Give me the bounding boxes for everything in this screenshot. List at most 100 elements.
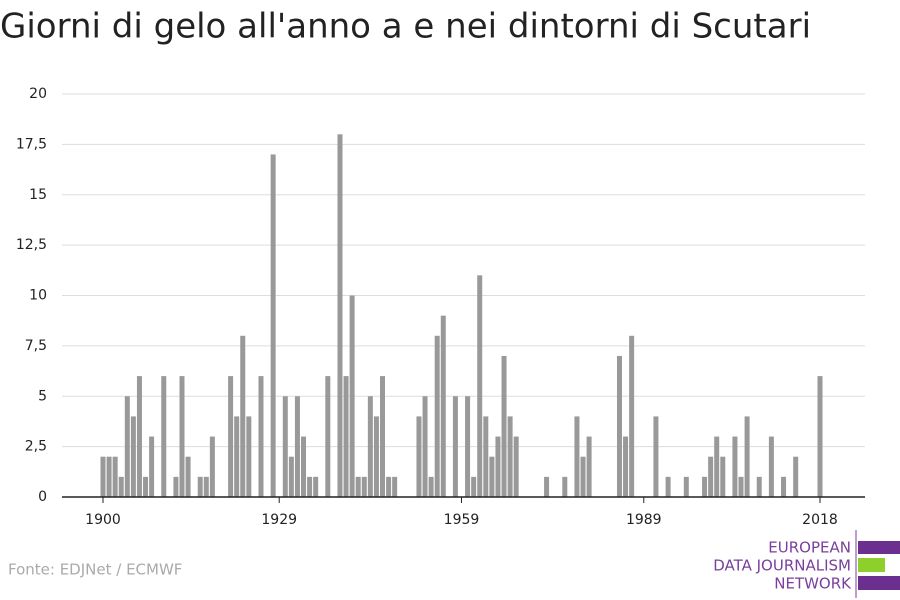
x-tick-label: 1989 — [626, 512, 662, 528]
bar — [428, 476, 434, 497]
bar — [136, 376, 142, 497]
source: Fonte: EDJNet / ECMWF — [8, 561, 182, 579]
bar — [118, 476, 124, 497]
bar — [234, 416, 240, 497]
bar — [337, 134, 343, 498]
y-tick-label: 2,5 — [25, 439, 47, 455]
bar — [179, 376, 185, 497]
x-tick-label: 1929 — [261, 512, 297, 528]
bar — [373, 416, 379, 497]
bar — [793, 456, 799, 497]
bar — [781, 476, 787, 497]
logo-bar — [858, 541, 900, 554]
bar — [817, 376, 823, 497]
bar — [130, 416, 136, 497]
bar — [240, 335, 246, 497]
logo-text: DATA JOURNALISM — [713, 557, 851, 575]
bar — [173, 476, 179, 497]
bar — [203, 476, 209, 497]
bar — [768, 436, 774, 497]
bar — [246, 416, 252, 497]
bar — [580, 456, 586, 497]
bar — [112, 456, 118, 497]
bar — [416, 416, 422, 497]
bar — [294, 396, 300, 497]
bar — [714, 436, 720, 497]
bar — [471, 476, 477, 497]
bar — [392, 476, 398, 497]
bar — [301, 436, 307, 497]
bar — [197, 476, 203, 497]
bar — [270, 154, 276, 497]
bar — [483, 416, 489, 497]
logo-bar — [858, 576, 900, 590]
y-tick-label: 5 — [38, 388, 47, 404]
y-tick-label: 7,5 — [25, 338, 47, 354]
bar — [100, 456, 106, 497]
bar — [586, 436, 592, 497]
bar — [228, 376, 234, 497]
bar — [161, 376, 167, 497]
bar — [367, 396, 373, 497]
bar — [386, 476, 392, 497]
y-tick-label: 0 — [38, 489, 47, 505]
bar — [422, 396, 428, 497]
bar — [355, 476, 361, 497]
bar — [380, 376, 386, 497]
bar — [124, 396, 130, 497]
bar — [665, 476, 671, 497]
bar — [440, 315, 446, 497]
y-tick-label: 12,5 — [16, 237, 47, 253]
bar — [653, 416, 659, 497]
bar — [495, 436, 501, 497]
bar — [477, 275, 483, 497]
y-tick-label: 20 — [29, 86, 47, 102]
bar — [683, 476, 689, 497]
logo-text: NETWORK — [774, 575, 852, 593]
bar — [623, 436, 629, 497]
bar — [501, 355, 507, 497]
bar — [106, 456, 112, 497]
y-tick-label: 10 — [29, 288, 47, 304]
bar — [343, 376, 349, 497]
bar — [562, 476, 568, 497]
bar — [282, 396, 288, 497]
bar — [720, 456, 726, 497]
bar — [544, 476, 550, 497]
bar — [616, 355, 622, 497]
bar — [513, 436, 519, 497]
bar — [143, 476, 149, 497]
chart-title: Giorni di gelo all'anno a e nei dintorni… — [0, 7, 811, 47]
bar — [361, 476, 367, 497]
bar — [465, 396, 471, 497]
bar — [629, 335, 635, 497]
bar — [349, 295, 355, 497]
logo-bar — [858, 558, 885, 572]
x-tick-label: 1959 — [444, 512, 480, 528]
bar — [288, 456, 294, 497]
bar — [307, 476, 313, 497]
bar — [507, 416, 513, 497]
bar — [185, 456, 191, 497]
y-tick-label: 15 — [29, 187, 47, 203]
bar — [149, 436, 155, 497]
bar — [738, 476, 744, 497]
bar — [744, 416, 750, 497]
bar — [489, 456, 495, 497]
bar — [434, 335, 440, 497]
x-tick-label: 1900 — [85, 512, 121, 528]
bar — [708, 456, 714, 497]
bar — [325, 376, 331, 497]
bar — [313, 476, 319, 497]
y-tick-label: 17,5 — [16, 136, 47, 152]
bar — [209, 436, 215, 497]
logo-text: EUROPEAN — [768, 539, 851, 557]
bar — [756, 476, 762, 497]
x-tick-label: 2018 — [802, 512, 838, 528]
bar — [574, 416, 580, 497]
bar — [702, 476, 708, 497]
bar — [452, 396, 458, 497]
bar — [732, 436, 738, 497]
bar — [258, 376, 264, 497]
